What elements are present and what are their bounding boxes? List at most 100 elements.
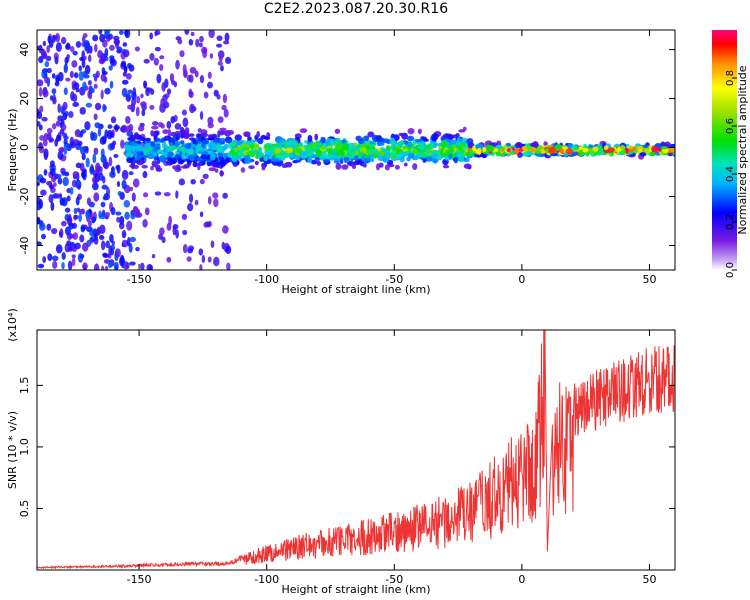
spectrogram-blob bbox=[92, 176, 98, 184]
spectrogram-blob bbox=[121, 79, 129, 85]
spectrogram-blob bbox=[153, 57, 160, 66]
spectrogram-ridge-blob bbox=[467, 165, 472, 170]
spectrogram-ridge-blob bbox=[421, 136, 427, 142]
spectrogram-ridge-blob bbox=[412, 163, 418, 170]
spectrogram-ridge-blob bbox=[514, 147, 520, 155]
spectrogram-blob bbox=[182, 229, 188, 236]
spectrogram-blob bbox=[222, 192, 228, 199]
spectrogram-blob bbox=[106, 35, 111, 42]
spectrogram-blob bbox=[48, 194, 54, 204]
spectrogram-blob bbox=[63, 149, 68, 155]
spectrogram-ridge-blob bbox=[201, 139, 210, 145]
spectrogram-blob bbox=[69, 187, 74, 195]
spectrogram-blob bbox=[81, 169, 87, 179]
spectrogram-blob bbox=[61, 262, 65, 270]
spectrogram-blob bbox=[87, 79, 92, 86]
spectrogram-blob bbox=[182, 117, 189, 128]
spectrogram-ridge-blob bbox=[257, 137, 264, 145]
spectrogram-blob bbox=[120, 60, 127, 68]
spectrogram-blob bbox=[84, 64, 91, 75]
spectrogram-blob bbox=[110, 207, 116, 216]
spectrogram-blob bbox=[207, 122, 214, 129]
spectrogram-ridge-blob bbox=[530, 148, 537, 153]
spectrogram-blob bbox=[73, 72, 79, 79]
spectrogram-ridge-blob bbox=[507, 148, 511, 153]
spectrogram-blob bbox=[79, 234, 85, 243]
spectrogram-ridge-blob bbox=[209, 153, 216, 161]
spectrogram-blob bbox=[37, 111, 43, 120]
spectrogram-ridge-blob bbox=[263, 162, 268, 167]
spectrogram-blob bbox=[51, 255, 59, 262]
spectrogram-blob bbox=[94, 122, 101, 129]
spectrogram-blob bbox=[62, 112, 68, 121]
spectrogram-blob bbox=[154, 46, 161, 52]
spectrogram-blob bbox=[119, 126, 126, 133]
spectrogram-ridge-blob bbox=[363, 163, 367, 168]
spectrogram-ridge-blob bbox=[219, 137, 226, 143]
spectrogram-blob bbox=[37, 45, 43, 50]
spectrogram-blob bbox=[136, 95, 141, 104]
spectrogram-ridge-blob bbox=[231, 151, 236, 157]
spectrogram-ridge-blob bbox=[193, 161, 198, 168]
spectrogram-ridge-blob bbox=[310, 159, 318, 165]
spectrogram-blob bbox=[79, 107, 86, 115]
spectrogram-blob bbox=[99, 136, 107, 145]
spectrogram-blob bbox=[85, 102, 93, 108]
spectrogram-blob bbox=[61, 171, 67, 176]
spectrogram-blob bbox=[44, 75, 49, 84]
spectrogram-blob bbox=[43, 132, 49, 141]
spectrogram-blob bbox=[217, 116, 224, 123]
spectrogram-ridge-blob bbox=[339, 159, 344, 164]
spectrogram-blob bbox=[148, 265, 153, 270]
spectrogram-ridge-blob bbox=[369, 141, 375, 145]
spectrogram-blob bbox=[223, 40, 230, 45]
spectrogram-blob bbox=[51, 73, 56, 79]
spectrogram-ridge-blob bbox=[216, 147, 222, 151]
spectrogram-ridge-blob bbox=[571, 151, 578, 157]
spectrogram-blob bbox=[71, 257, 76, 267]
spectrogram-blob bbox=[72, 232, 79, 240]
spectrogram-blob bbox=[194, 199, 199, 206]
spectrogram-ridge-blob bbox=[619, 144, 625, 150]
spectrogram-marks bbox=[37, 30, 675, 270]
spectrogram-blob bbox=[96, 227, 101, 235]
spectrogram-blob bbox=[69, 46, 75, 53]
spectrogram-blob bbox=[170, 116, 176, 124]
spectrogram-blob bbox=[69, 70, 74, 79]
spectrogram-ridge-blob bbox=[559, 148, 565, 153]
spectrogram-blob bbox=[98, 235, 105, 240]
spectrogram-blob bbox=[37, 263, 45, 269]
spectrogram-blob bbox=[64, 242, 71, 253]
spectrogram-ridge-blob bbox=[351, 163, 357, 170]
spectrogram-blob bbox=[85, 209, 91, 220]
spectrogram-blob bbox=[166, 256, 172, 263]
spectrogram-blob bbox=[104, 265, 109, 270]
spectrogram-blob bbox=[101, 265, 105, 270]
spectrogram-ridge-blob bbox=[642, 144, 649, 148]
spectrogram-ridge-blob bbox=[372, 152, 378, 159]
spectrogram-blob bbox=[198, 42, 203, 48]
spectrogram-blob bbox=[120, 139, 125, 149]
spectrogram-ridge-blob bbox=[345, 156, 350, 161]
spectrogram-blob bbox=[77, 253, 84, 263]
spectrogram-ridge-blob bbox=[515, 141, 523, 149]
spectrogram-blob bbox=[159, 55, 165, 60]
spectrogram-blob bbox=[37, 181, 40, 187]
spectrogram-ridge-blob bbox=[390, 151, 397, 157]
spectrogram-y-axis-label: Frequency (Hz) bbox=[6, 109, 19, 192]
y-tick-label: 0.5 bbox=[18, 500, 31, 518]
spectrogram-ridge-blob bbox=[445, 149, 452, 155]
spectrogram-blob bbox=[63, 143, 70, 151]
spectrogram-blob bbox=[81, 225, 86, 232]
spectrogram-ridge-blob bbox=[187, 154, 195, 160]
spectrogram-ridge-blob bbox=[143, 149, 149, 156]
spectrogram-frame bbox=[36, 29, 676, 271]
spectrogram-ridge-blob bbox=[170, 131, 177, 137]
spectrogram-blob bbox=[37, 217, 41, 225]
spectrogram-blob bbox=[63, 135, 69, 140]
spectrogram-blob bbox=[93, 113, 98, 121]
spectrogram-blob bbox=[188, 193, 194, 204]
spectrogram-ridge-blob bbox=[135, 145, 144, 151]
x-tick-label: -100 bbox=[254, 273, 279, 286]
spectrogram-blob bbox=[201, 254, 206, 264]
